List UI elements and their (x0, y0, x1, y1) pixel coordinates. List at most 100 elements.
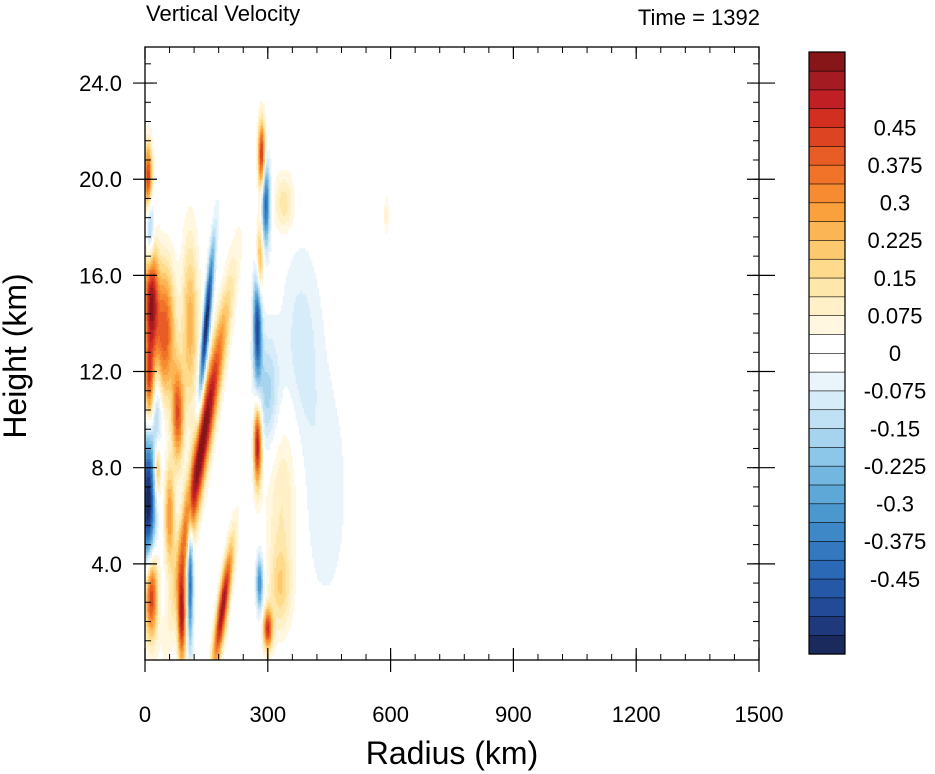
heatmap-cell (254, 497, 257, 502)
heatmap-cell (149, 464, 152, 469)
heatmap-cell (185, 506, 188, 511)
heatmap-cell (164, 626, 167, 631)
heatmap-cell (151, 446, 154, 451)
heatmap-cell (262, 584, 265, 589)
heatmap-cell (149, 533, 152, 538)
heatmap-cell (194, 524, 197, 529)
heatmap-cell (190, 623, 193, 628)
heatmap-cell (269, 650, 272, 655)
heatmap-cell (315, 560, 318, 565)
heatmap-cell (316, 476, 319, 481)
heatmap-cell (149, 572, 152, 577)
heatmap-cell (169, 572, 172, 577)
heatmap-cell (277, 464, 280, 469)
heatmap-cell (187, 623, 190, 628)
heatmap-cell (312, 464, 315, 469)
heatmap-cell (290, 596, 293, 601)
heatmap-cell (318, 452, 321, 457)
heatmap-cell (172, 500, 175, 505)
heatmap-cell (158, 602, 161, 607)
heatmap-cell (290, 455, 293, 460)
heatmap-cell (251, 479, 254, 484)
heatmap-cell (338, 545, 341, 550)
heatmap-cell (256, 581, 259, 586)
heatmap-cell (148, 596, 151, 601)
heatmap-cell (177, 584, 180, 589)
heatmap-cell (330, 524, 333, 529)
heatmap-cell (280, 452, 283, 457)
heatmap-cell (213, 641, 216, 646)
heatmap-cell (264, 635, 267, 640)
heatmap-cell (228, 524, 231, 529)
heatmap-cell (271, 488, 274, 493)
heatmap-cell (310, 443, 313, 448)
heatmap-cell (267, 557, 270, 562)
heatmap-cell (302, 452, 305, 457)
heatmap-cell (148, 602, 151, 607)
heatmap-cell (145, 617, 148, 622)
heatmap-cell (334, 551, 337, 556)
heatmap-cell (334, 524, 337, 529)
heatmap-cell (171, 557, 174, 562)
heatmap-cell (290, 515, 293, 520)
heatmap-cell (318, 449, 321, 454)
heatmap-cell (267, 650, 270, 655)
heatmap-cell (166, 512, 169, 517)
heatmap-cell (312, 494, 315, 499)
heatmap-cell (199, 485, 202, 490)
heatmap-cell (312, 485, 315, 490)
heatmap-cell (233, 533, 236, 538)
heatmap-cell (266, 653, 269, 658)
heatmap-cell (184, 611, 187, 616)
heatmap-cell (197, 524, 200, 529)
heatmap-cell (217, 623, 220, 628)
heatmap-cell (277, 584, 280, 589)
heatmap-cell (323, 443, 326, 448)
heatmap-cell (321, 542, 324, 547)
heatmap-cell (287, 446, 290, 451)
heatmap-cell (220, 572, 223, 577)
heatmap-cell (290, 527, 293, 532)
heatmap-cell (285, 452, 288, 457)
heatmap-cell (176, 530, 179, 535)
heatmap-cell (315, 518, 318, 523)
heatmap-cell (279, 623, 282, 628)
heatmap-cell (145, 647, 148, 652)
heatmap-cell (153, 554, 156, 559)
heatmap-cell (266, 494, 269, 499)
heatmap-cell (339, 506, 342, 511)
heatmap-cell (287, 467, 290, 472)
heatmap-cell (158, 482, 161, 487)
heatmap-cell (261, 578, 264, 583)
heatmap-cell (277, 500, 280, 505)
heatmap-cell (197, 509, 200, 514)
heatmap-cell (228, 548, 231, 553)
heatmap-cell (323, 470, 326, 475)
heatmap-cell (321, 524, 324, 529)
heatmap-cell (166, 458, 169, 463)
heatmap-cell (310, 530, 313, 535)
heatmap-cell (190, 461, 193, 466)
heatmap-cell (316, 482, 319, 487)
heatmap-cell (333, 554, 336, 559)
heatmap-cell (338, 521, 341, 526)
heatmap-cell (285, 605, 288, 610)
heatmap-cell (146, 611, 149, 616)
heatmap-cell (205, 443, 208, 448)
heatmap-cell (226, 554, 229, 559)
heatmap-cell (187, 650, 190, 655)
heatmap-cell (154, 590, 157, 595)
heatmap-cell (254, 494, 257, 499)
heatmap-cell (318, 527, 321, 532)
heatmap-cell (189, 545, 192, 550)
heatmap-cell (228, 611, 231, 616)
heatmap-cell (164, 518, 167, 523)
heatmap-cell (195, 476, 198, 481)
heatmap-cell (154, 644, 157, 649)
heatmap-cell (328, 476, 331, 481)
heatmap-cell (228, 608, 231, 613)
heatmap-cell (210, 653, 213, 658)
heatmap-cell (169, 524, 172, 529)
heatmap-cell (192, 530, 195, 535)
heatmap-cell (315, 545, 318, 550)
